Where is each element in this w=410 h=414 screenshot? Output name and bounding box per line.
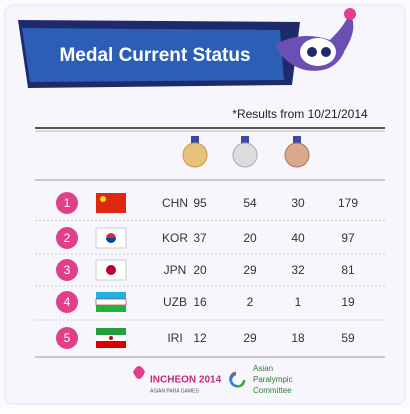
country-code: UZB bbox=[163, 295, 187, 309]
silver: 54 bbox=[243, 196, 257, 210]
rank-badge bbox=[56, 227, 78, 249]
rank: 1 bbox=[64, 196, 71, 210]
flag-emblem bbox=[109, 336, 113, 340]
bronze: 30 bbox=[291, 196, 305, 210]
silver: 2 bbox=[247, 295, 254, 309]
committee-line: Asian bbox=[253, 364, 273, 373]
flag bbox=[95, 298, 127, 306]
rank: 5 bbox=[64, 331, 71, 345]
table-row: 2 KOR 37 20 40 97 bbox=[35, 227, 385, 255]
flag bbox=[96, 305, 126, 312]
rank: 4 bbox=[64, 295, 71, 309]
rank: 2 bbox=[64, 231, 71, 245]
games-emblem bbox=[133, 366, 145, 379]
flag-taeguk bbox=[106, 238, 116, 243]
country-code: KOR bbox=[162, 231, 188, 245]
table-row: 3 JPN 20 29 32 81 bbox=[35, 259, 385, 287]
gold: 16 bbox=[193, 295, 207, 309]
gold: 37 bbox=[193, 231, 207, 245]
apc-emblem bbox=[229, 371, 246, 388]
flag-sun bbox=[106, 265, 116, 275]
flag bbox=[96, 328, 126, 335]
table-row: 4 UZB 16 2 1 19 bbox=[35, 291, 385, 321]
silver: 20 bbox=[243, 231, 257, 245]
rank: 3 bbox=[64, 263, 71, 277]
silver: 29 bbox=[243, 331, 257, 345]
games-sub: ASIAN PARA GAMES bbox=[150, 388, 199, 394]
banner bbox=[22, 28, 284, 82]
flag bbox=[96, 341, 126, 348]
silver: 29 bbox=[243, 263, 257, 277]
rank-badge bbox=[56, 192, 78, 214]
bronze: 1 bbox=[295, 295, 302, 309]
committee-line: Paralympic bbox=[253, 375, 293, 384]
bronze: 40 bbox=[291, 231, 305, 245]
rank-badge bbox=[56, 291, 78, 313]
mascot bbox=[275, 8, 356, 71]
flag-star bbox=[100, 196, 106, 202]
medal-icons bbox=[182, 136, 310, 168]
flag bbox=[96, 292, 126, 299]
rank-badge bbox=[56, 327, 78, 349]
bronze: 18 bbox=[291, 331, 305, 345]
gold: 20 bbox=[193, 263, 207, 277]
table-row: 1 CHN 95 54 30 179 bbox=[35, 192, 385, 221]
gold: 12 bbox=[193, 331, 207, 345]
results-note: *Results from 10/21/2014 bbox=[232, 107, 368, 121]
total: 19 bbox=[341, 295, 355, 309]
total: 81 bbox=[341, 263, 355, 277]
total: 179 bbox=[338, 196, 358, 210]
table-row: 5 IRI 12 29 18 59 bbox=[56, 327, 355, 349]
country-code: JPN bbox=[164, 263, 187, 277]
flag-taeguk bbox=[106, 233, 116, 238]
gold: 95 bbox=[193, 196, 207, 210]
flag bbox=[96, 193, 126, 213]
country-code: IRI bbox=[167, 331, 182, 345]
rank-badge bbox=[56, 259, 78, 281]
bronze: 32 bbox=[291, 263, 305, 277]
total: 59 bbox=[341, 331, 355, 345]
committee-line: Committee bbox=[253, 386, 292, 395]
title: Medal Current Status bbox=[59, 45, 250, 66]
total: 97 bbox=[341, 231, 355, 245]
country-code: CHN bbox=[162, 196, 188, 210]
games-logo: INCHEON 2014 bbox=[150, 375, 222, 386]
